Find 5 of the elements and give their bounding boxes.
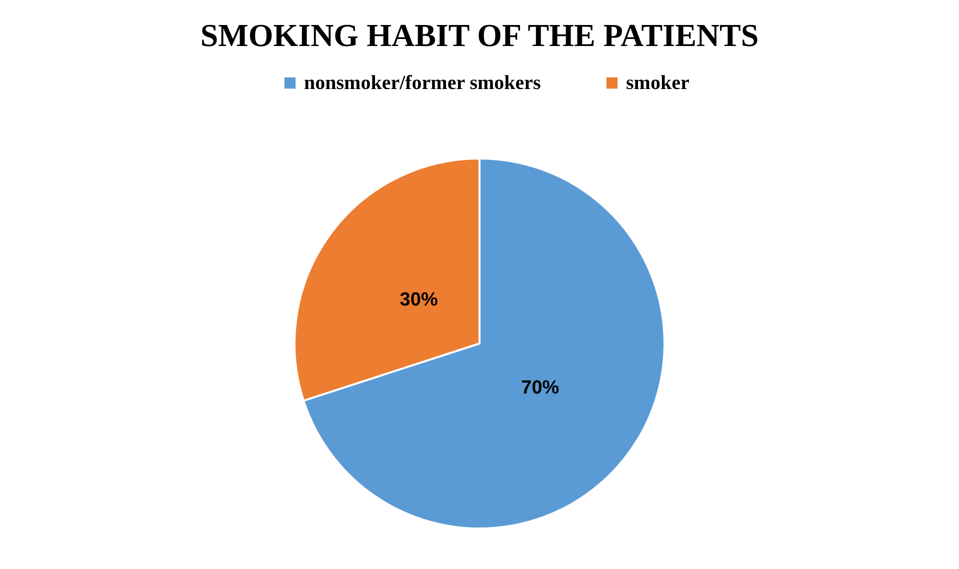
data-label: 30%	[400, 289, 438, 310]
chart-title: SMOKING HABIT OF THE PATIENTS	[200, 17, 759, 53]
legend-label: smoker	[626, 72, 690, 94]
data-label: 70%	[521, 378, 560, 399]
legend-label: nonsmoker/former smokers	[304, 72, 542, 94]
